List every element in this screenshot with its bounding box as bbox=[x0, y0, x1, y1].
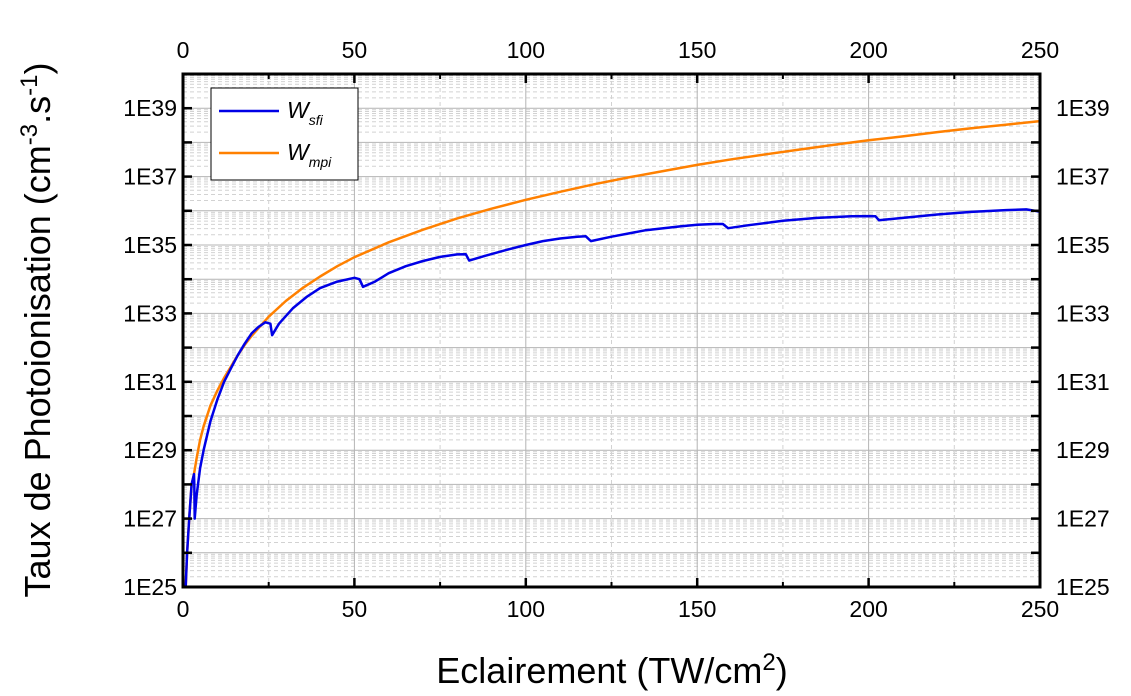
legend-label-sfi: Wsfi bbox=[287, 97, 324, 128]
legend-label-mpi: Wmpi bbox=[287, 139, 332, 170]
y-tick-label: 1E39 bbox=[123, 95, 177, 121]
y-tick-label: 1E27 bbox=[123, 506, 177, 532]
x-top-tick-label: 200 bbox=[849, 37, 887, 63]
y-right-tick-label: 1E35 bbox=[1056, 232, 1110, 258]
y-tick-label: 1E35 bbox=[123, 232, 177, 258]
y-right-tick-label: 1E27 bbox=[1056, 506, 1110, 532]
y-right-tick-label: 1E31 bbox=[1056, 369, 1110, 395]
x-top-tick-label: 50 bbox=[342, 37, 368, 63]
x-tick-label: 100 bbox=[507, 596, 545, 622]
x-top-tick-label: 250 bbox=[1021, 37, 1059, 63]
x-top-tick-label: 150 bbox=[678, 37, 716, 63]
y-tick-label: 1E29 bbox=[123, 437, 177, 463]
ticks bbox=[181, 72, 1042, 589]
x-top-tick-label: 100 bbox=[507, 37, 545, 63]
y-tick-label: 1E31 bbox=[123, 369, 177, 395]
y-tick-label: 1E25 bbox=[123, 574, 177, 600]
series-group bbox=[184, 119, 1041, 588]
y-tick-label: 1E33 bbox=[123, 300, 177, 326]
y-right-tick-label: 1E25 bbox=[1056, 574, 1110, 600]
y-right-tick-label: 1E33 bbox=[1056, 300, 1110, 326]
x-tick-label: 150 bbox=[678, 596, 716, 622]
x-axis-title: Eclairement (TW/cm2) bbox=[436, 649, 787, 692]
y-tick-label: 1E37 bbox=[123, 164, 177, 190]
y-right-tick-label: 1E29 bbox=[1056, 437, 1110, 463]
x-tick-label: 200 bbox=[849, 596, 887, 622]
x-top-tick-label: 0 bbox=[177, 37, 190, 63]
x-tick-label: 50 bbox=[342, 596, 368, 622]
legend-box bbox=[210, 87, 359, 181]
y-right-tick-label: 1E37 bbox=[1056, 164, 1110, 190]
x-tick-label: 0 bbox=[177, 596, 190, 622]
series-line-sfi bbox=[184, 208, 1041, 588]
series-line-mpi bbox=[184, 119, 1041, 588]
y-right-tick-label: 1E39 bbox=[1056, 95, 1110, 121]
x-tick-label: 250 bbox=[1021, 596, 1059, 622]
y-axis-title: Taux de Photoionisation (cm-3.s-1) bbox=[16, 63, 59, 598]
legend: Wsfi Wmpi bbox=[210, 87, 359, 181]
